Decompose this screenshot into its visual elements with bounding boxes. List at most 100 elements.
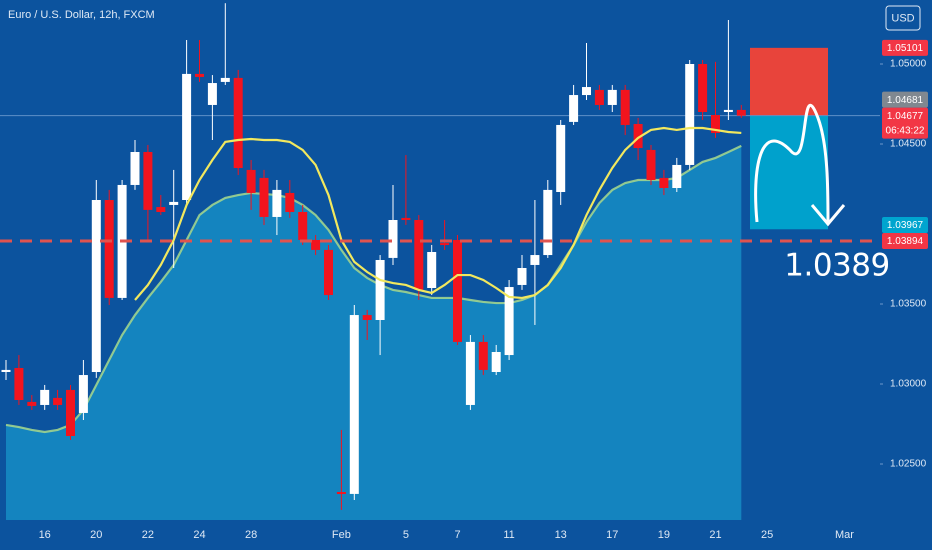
countdown: 06:43:22 xyxy=(886,125,925,136)
price-label: 1.03967 xyxy=(887,220,924,231)
x-tick-label: 25 xyxy=(761,529,773,541)
x-tick-label: 7 xyxy=(454,529,460,541)
x-tick-label: 24 xyxy=(193,529,205,541)
candle-body xyxy=(14,368,24,400)
y-tick-label: 1.03000 xyxy=(890,379,927,390)
x-tick-label: 17 xyxy=(606,529,618,541)
candle-body xyxy=(311,240,321,250)
candle-body xyxy=(478,341,488,370)
candle-body xyxy=(298,212,308,240)
candle-body xyxy=(388,220,398,258)
candle-body xyxy=(453,240,462,342)
candle-body xyxy=(491,352,501,372)
candle-body xyxy=(1,369,11,372)
candle-body xyxy=(736,109,746,116)
price-label-box xyxy=(882,216,928,233)
candle-body xyxy=(504,287,514,356)
y-tick-label: 1.04500 xyxy=(890,139,927,150)
candle-body xyxy=(723,109,733,112)
x-tick-label: 11 xyxy=(503,529,514,541)
candle-body xyxy=(349,315,359,494)
candle-body xyxy=(78,375,88,413)
candle-body xyxy=(685,64,695,165)
ema-line xyxy=(134,126,742,301)
arrow-head xyxy=(810,204,846,227)
currency[interactable]: USD xyxy=(891,12,914,24)
candle-body xyxy=(324,249,333,296)
candle-body xyxy=(698,64,708,112)
candle-body xyxy=(91,200,101,372)
candle-body xyxy=(156,207,166,212)
candle-body xyxy=(207,83,217,105)
price-label-box xyxy=(882,232,928,249)
price-label: 1.04681 xyxy=(887,95,924,106)
chart-title: Euro / U.S. Dollar, 12h, FXCM xyxy=(8,9,155,21)
candle-body xyxy=(594,89,604,105)
x-tick-label: 22 xyxy=(142,529,154,541)
candle-body xyxy=(414,220,424,290)
candle-body xyxy=(659,177,669,188)
candle-body xyxy=(401,217,411,220)
price-label: 1.05101 xyxy=(887,43,924,54)
x-tick-label: Feb xyxy=(332,529,351,541)
x-tick-label: 21 xyxy=(709,529,721,541)
candle-body xyxy=(195,73,204,77)
x-tick-label: 19 xyxy=(658,529,670,541)
candle-body xyxy=(66,389,75,436)
price-label: 1.04677 xyxy=(887,111,924,122)
candle-body xyxy=(336,492,346,494)
plot-area: 1.0389 xyxy=(0,3,890,521)
candle-body xyxy=(104,200,114,298)
candle-body xyxy=(143,152,153,210)
candle-body xyxy=(711,115,720,133)
candle-body xyxy=(427,252,437,288)
y-tick-label: 1.05000 xyxy=(890,59,927,70)
x-tick-label: 13 xyxy=(555,529,567,541)
price-axis: 1.02500 1.03000 1.03500 1.04500 1.05000 1.051… xyxy=(880,39,928,470)
price-label-box xyxy=(882,91,928,108)
candle-body xyxy=(543,189,553,256)
candle-body xyxy=(362,315,372,320)
candle-body xyxy=(27,401,37,406)
candle-body xyxy=(530,255,540,265)
y-tick-label: 1.02500 xyxy=(890,459,927,470)
candle-body xyxy=(620,89,630,125)
x-tick-label: Mar xyxy=(835,529,854,541)
currency-box[interactable] xyxy=(885,5,921,31)
price-label-box xyxy=(882,107,928,139)
x-tick-label: 16 xyxy=(39,529,51,541)
area-line xyxy=(5,144,742,434)
y-tick-label: 1.03500 xyxy=(890,299,927,310)
candle-body xyxy=(465,341,475,405)
candle-body xyxy=(285,192,295,212)
candle-body xyxy=(53,397,63,405)
x-tick-label: 20 xyxy=(90,529,102,541)
candle-body xyxy=(40,389,50,405)
price-label: 1.03894 xyxy=(887,236,924,247)
candle-body xyxy=(130,152,140,185)
candle-body xyxy=(517,268,527,285)
candle-body xyxy=(633,124,643,148)
candle-body xyxy=(607,89,617,105)
arrow-curve xyxy=(754,103,830,223)
price-label-box xyxy=(882,39,928,56)
stop-zone xyxy=(750,47,828,116)
candle-body xyxy=(672,164,682,188)
candle-body xyxy=(259,177,269,217)
candle-body xyxy=(646,149,656,180)
candle-body xyxy=(272,189,282,217)
candle-body xyxy=(233,77,243,168)
candle-body xyxy=(440,243,450,246)
candle-body xyxy=(569,95,579,122)
candle-body xyxy=(246,169,256,193)
level-annotation: 1.0389 xyxy=(784,247,889,283)
area-fill xyxy=(6,145,742,521)
x-tick-label: 5 xyxy=(403,529,409,541)
candle-body xyxy=(375,260,385,320)
candle-body xyxy=(169,201,179,205)
candle-body xyxy=(220,77,230,82)
candle-body xyxy=(182,73,192,200)
candle-body xyxy=(556,124,566,192)
